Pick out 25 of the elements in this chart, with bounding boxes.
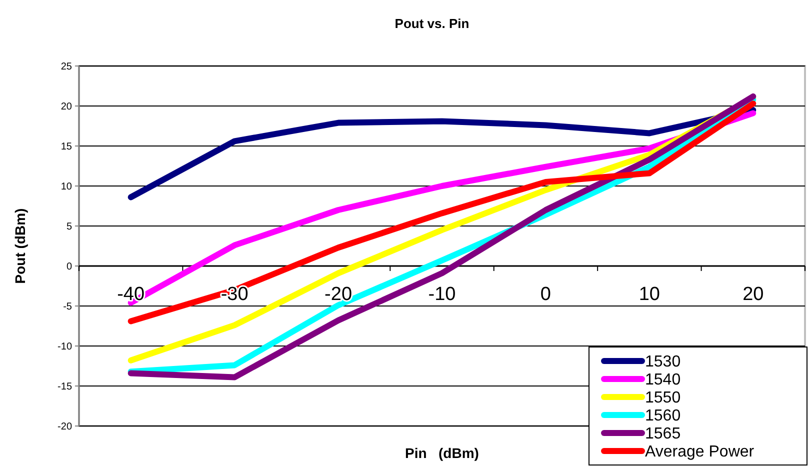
legend-label: 1550	[645, 390, 681, 407]
legend-label: 1565	[645, 426, 681, 443]
legend-label: 1530	[645, 354, 681, 371]
x-tick-label: 20	[742, 284, 764, 305]
y-tick-label: -20	[58, 422, 72, 432]
y-tick-label: -15	[58, 382, 72, 392]
x-tick-label: 10	[638, 284, 660, 305]
x-tick-label: -10	[428, 284, 456, 305]
y-tick-label: 0	[66, 262, 72, 272]
x-tick-label: 0	[540, 284, 552, 305]
legend-label: 1560	[645, 408, 681, 425]
y-tick-label: -10	[58, 342, 72, 352]
y-tick-label: 10	[60, 182, 72, 192]
legend-label: Average Power	[645, 444, 755, 461]
y-axis-title: Pout (dBm)	[12, 208, 28, 284]
y-tick-label: 20	[60, 102, 72, 112]
y-tick-label: 25	[60, 62, 72, 72]
x-axis-title: Pin (dBm)	[405, 445, 479, 461]
x-tick-label: -40	[117, 284, 145, 305]
y-tick-label: -5	[63, 302, 72, 312]
y-tick-label: 15	[60, 142, 72, 152]
chart-title: Pout vs. Pin	[394, 16, 470, 31]
legend-label: 1540	[645, 372, 681, 389]
y-tick-label: 5	[66, 222, 72, 232]
x-tick-label: -20	[324, 284, 352, 305]
